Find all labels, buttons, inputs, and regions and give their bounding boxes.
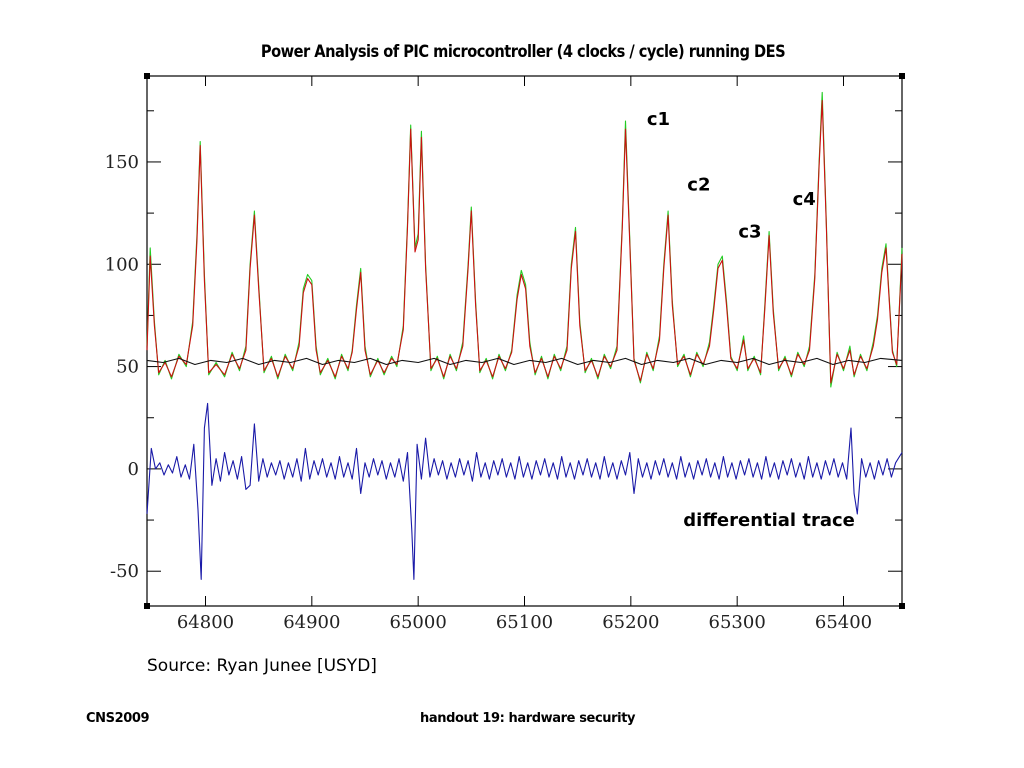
annotation-label: c2 [687,175,710,196]
trace-line-4 [146,402,903,580]
x-tick-label: 65300 [709,612,766,633]
y-tick-label: -50 [110,561,139,582]
trace-line-3 [146,357,903,366]
y-tick-label: 100 [105,254,139,275]
annotation-label: c3 [738,222,761,243]
trace-line-2 [146,100,903,384]
x-tick-label: 65400 [815,612,872,633]
y-tick-label: 50 [116,357,139,378]
source-caption: Source: Ryan Junee [USYD] [147,656,377,676]
x-tick-label: 64900 [283,612,340,633]
annotation-label: c4 [793,189,816,210]
y-tick-label: 0 [128,459,139,480]
y-tick-label: 150 [105,152,139,173]
footer-course: CNS2009 [86,711,150,726]
frame-corner-marker [899,73,905,79]
annotation-label: c1 [647,109,670,130]
x-tick-label: 65000 [390,612,447,633]
frame-corner-marker [899,603,905,609]
frame-corner-marker [144,73,150,79]
chart-title: Power Analysis of PIC microcontroller (4… [260,42,786,62]
annotation-label: differential trace [683,510,855,531]
x-tick-label: 64800 [177,612,234,633]
trace-line-1 [146,91,903,388]
x-tick-label: 65200 [602,612,659,633]
frame-corner-marker [144,603,150,609]
footer-handout: handout 19: hardware security [420,711,636,726]
x-tick-label: 65100 [496,612,553,633]
